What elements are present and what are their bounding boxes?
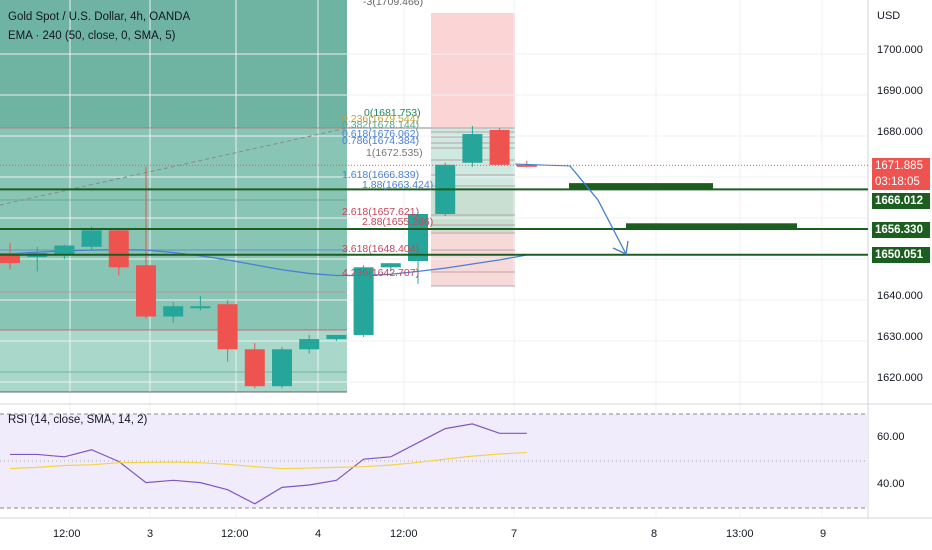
time-tick: 12:00 xyxy=(53,528,81,540)
shade-region xyxy=(0,330,347,392)
rsi-indicator-label[interactable]: RSI (14, close, SMA, 14, 2) xyxy=(8,414,148,426)
bear-candle xyxy=(108,230,129,268)
time-tick: 8 xyxy=(651,528,658,540)
fib-label: 1.88(1663.424) xyxy=(362,179,433,191)
time-tick: 13:00 xyxy=(726,528,754,540)
price-tick: 1630.000 xyxy=(877,331,923,343)
bull-candle xyxy=(353,267,374,335)
fib-label: 0.618(1676.062) xyxy=(342,128,419,140)
level-tag-2: 1656.330 xyxy=(872,222,930,238)
target-bar xyxy=(626,223,797,230)
projection-line xyxy=(514,163,571,167)
bull-candle xyxy=(408,214,428,262)
symbol-title[interactable]: Gold Spot / U.S. Dollar, 4h, OANDA xyxy=(8,11,191,23)
level-tag-1: 1666.012 xyxy=(872,193,930,209)
bull-candle xyxy=(380,263,401,268)
time-tick: 4 xyxy=(315,528,322,540)
price-tick: 1620.000 xyxy=(877,372,923,384)
projection-arrow xyxy=(569,165,627,255)
bear-candle xyxy=(136,265,156,317)
bull-candle xyxy=(190,306,211,309)
price-tick: 1700.000 xyxy=(877,44,923,56)
bull-candle xyxy=(163,306,184,317)
bear-candle xyxy=(0,252,20,264)
bull-candle xyxy=(326,334,347,340)
fib-label: 1.618(1666.839) xyxy=(342,169,419,181)
target-bar xyxy=(569,183,713,190)
fib-label: 0.786(1674.384) xyxy=(342,135,419,147)
price-tick: 1640.000 xyxy=(877,290,923,302)
fib-label: -3(1709.466) xyxy=(363,0,423,8)
bear-candle xyxy=(516,164,537,167)
fib-label: 4.236(1642.707) xyxy=(342,267,419,279)
bull-candle xyxy=(81,230,102,247)
arrow-head xyxy=(612,240,629,255)
bear-candle xyxy=(489,129,510,165)
countdown-tag: 03:18:05 xyxy=(872,174,930,190)
trend-line xyxy=(0,127,348,206)
bear-candle xyxy=(217,304,238,350)
fib-label: 2.88(1655.286) xyxy=(362,216,433,228)
bull-candle xyxy=(54,245,75,255)
bull-candle xyxy=(272,349,292,387)
bull-candle xyxy=(462,134,483,163)
fib-label: 0.236(1679.544) xyxy=(342,113,419,125)
ema-indicator-label[interactable]: EMA · 240 (50, close, 0, SMA, 5) xyxy=(8,30,176,42)
fib-label: 1(1672.535) xyxy=(366,147,423,159)
fib-label: 2.618(1657.621) xyxy=(342,206,419,218)
time-tick: 3 xyxy=(147,528,154,540)
currency-label: USD xyxy=(877,10,901,22)
fib-label: 0(1681.753) xyxy=(364,107,421,119)
bear-candle xyxy=(244,349,265,387)
fib-label: 3.618(1648.404) xyxy=(342,243,419,255)
ema-line xyxy=(9,249,527,277)
rsi-tick: 40.00 xyxy=(877,478,905,490)
time-tick: 12:00 xyxy=(221,528,249,540)
fib-label: 0.382(1678.144) xyxy=(342,119,419,131)
price-tick: 1690.000 xyxy=(877,85,923,97)
time-tick: 7 xyxy=(511,528,518,540)
level-tag-3: 1650.051 xyxy=(872,247,930,263)
time-tick: 9 xyxy=(820,528,827,540)
bull-candle xyxy=(299,339,320,350)
price-tick: 1680.000 xyxy=(877,126,923,138)
last-price-tag: 1671.885 xyxy=(872,158,930,174)
target-zone xyxy=(431,13,515,128)
shade-region xyxy=(0,0,347,128)
rsi-line xyxy=(10,423,527,505)
rsi-ma-line xyxy=(9,451,527,470)
time-tick: 12:00 xyxy=(390,528,418,540)
rsi-tick: 60.00 xyxy=(877,431,905,443)
